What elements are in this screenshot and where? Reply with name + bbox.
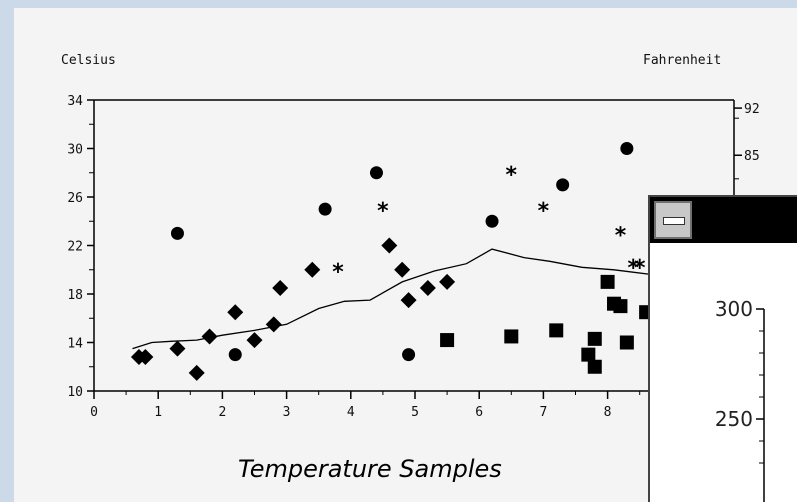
x-tick-label: 2 xyxy=(218,405,226,420)
diamond-point xyxy=(137,349,154,366)
y-tick-label: 30 xyxy=(67,143,83,158)
asterisk-point: * xyxy=(633,256,646,281)
y2-tick-label: 85 xyxy=(744,149,760,164)
y-tick-label: 22 xyxy=(67,240,83,255)
diamond-point xyxy=(272,279,289,296)
window-titlebar[interactable] xyxy=(650,197,797,243)
y-tick-label: 34 xyxy=(67,94,83,109)
y-tick-label: 26 xyxy=(67,191,83,206)
left-axis-ticks: 10 14 18 22 26 30 34 xyxy=(67,94,94,400)
diamond-point xyxy=(400,292,417,309)
circle-point xyxy=(170,226,184,240)
square-point xyxy=(587,331,602,346)
asterisk-point: * xyxy=(505,163,518,188)
square-point xyxy=(613,299,628,314)
trend-line xyxy=(132,248,653,350)
diamond-point xyxy=(381,237,398,254)
secondary-tick-label: 250 xyxy=(715,407,753,431)
diamond-point xyxy=(265,316,282,333)
diamond-point xyxy=(394,261,411,278)
diamond-point xyxy=(201,328,218,345)
circle-point xyxy=(369,166,383,180)
secondary-chart: 300 250 xyxy=(715,297,765,502)
secondary-axis-ticks: 300 250 xyxy=(715,297,764,464)
x-tick-label: 7 xyxy=(539,405,547,420)
asterisk-point: * xyxy=(537,199,550,224)
square-point xyxy=(581,347,596,362)
square-point xyxy=(619,335,634,350)
diamond-point xyxy=(188,364,205,381)
right-axis-unit-label: Fahrenheit xyxy=(643,53,721,68)
asterisk-point: * xyxy=(627,256,640,281)
x-tick-label: 3 xyxy=(283,405,291,420)
circle-point xyxy=(318,202,332,216)
asterisk-point: * xyxy=(376,199,389,224)
secondary-chart-window[interactable]: 300 250 xyxy=(648,195,797,502)
secondary-chart-content: 300 250 xyxy=(650,243,797,502)
y-tick-label: 10 xyxy=(67,385,83,400)
secondary-tick-label: 300 xyxy=(715,297,753,321)
square-point xyxy=(504,329,519,344)
y2-tick-label: 92 xyxy=(744,102,760,117)
left-axis-unit-label: Celsius xyxy=(61,53,116,68)
square-point xyxy=(440,333,455,348)
chart-title: Temperature Samples xyxy=(238,455,502,483)
x-tick-label: 1 xyxy=(154,405,162,420)
circle-point xyxy=(556,178,570,192)
x-tick-label: 4 xyxy=(347,405,355,420)
square-point xyxy=(587,359,602,374)
diamond-point xyxy=(227,304,244,321)
data-series: ******* xyxy=(130,142,654,381)
square-point xyxy=(600,274,615,289)
diamond-point xyxy=(246,332,263,349)
square-point xyxy=(549,323,564,338)
close-box-icon[interactable] xyxy=(654,201,692,239)
asterisk-point: * xyxy=(331,260,344,285)
y-tick-label: 18 xyxy=(67,288,83,303)
circle-point xyxy=(228,348,242,362)
diamond-point xyxy=(419,279,436,296)
x-tick-label: 5 xyxy=(411,405,419,420)
x-axis-ticks: 0 1 2 3 4 5 6 7 8 xyxy=(90,391,641,420)
circle-point xyxy=(620,142,634,155)
right-axis-ticks: 85 92 xyxy=(734,102,760,180)
circle-point xyxy=(402,348,416,362)
diamond-point xyxy=(169,340,186,357)
x-tick-label: 0 xyxy=(90,405,98,420)
diamond-point xyxy=(304,261,321,278)
x-tick-label: 8 xyxy=(604,405,612,420)
y-tick-label: 14 xyxy=(67,337,83,352)
diamond-point xyxy=(439,273,456,290)
asterisk-point: * xyxy=(614,223,627,248)
x-tick-label: 6 xyxy=(475,405,483,420)
circle-point xyxy=(485,214,499,228)
